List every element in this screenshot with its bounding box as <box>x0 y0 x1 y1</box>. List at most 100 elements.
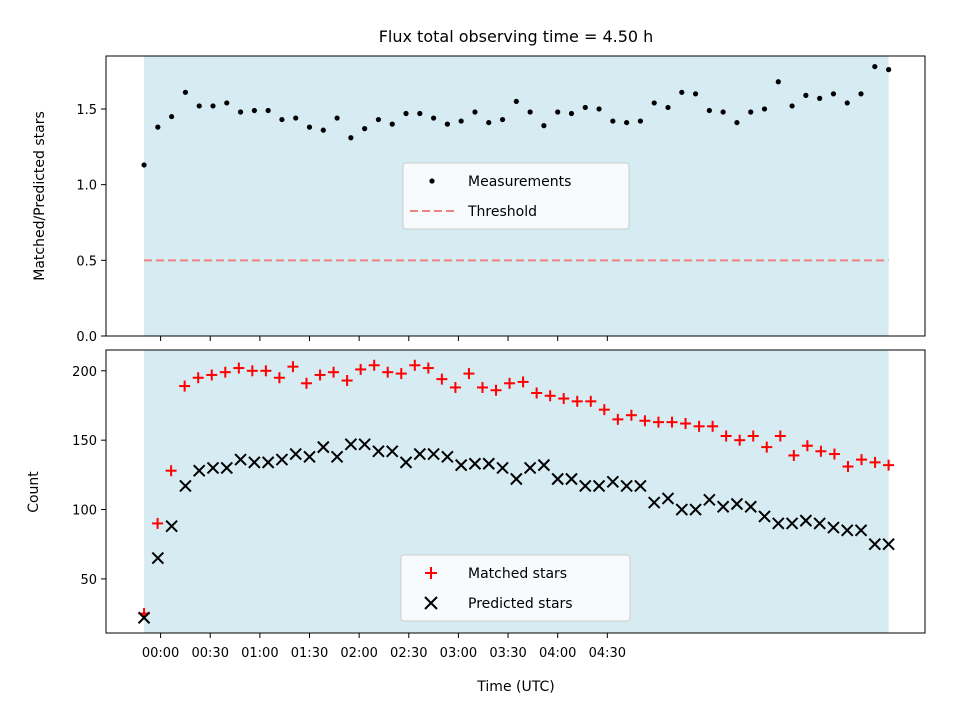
predicted-star-point <box>289 447 302 461</box>
predicted-star-point <box>220 461 233 475</box>
predicted-star-point <box>730 497 744 511</box>
measurement-point <box>555 109 561 115</box>
top-y-tick-label: 0.5 <box>76 254 97 269</box>
bottom-legend-box <box>400 554 631 622</box>
measurement-point <box>279 116 285 123</box>
predicted-star-point <box>716 500 730 513</box>
measurement-point <box>789 103 795 109</box>
predicted-star-point <box>303 450 316 464</box>
top-legend-box <box>402 162 630 230</box>
matched-stars-points <box>138 359 895 620</box>
matched-star-point <box>747 430 759 442</box>
legend-threshold-label: Threshold <box>467 204 537 220</box>
matched-star-point <box>517 376 529 388</box>
measurement-point <box>679 89 685 95</box>
matched-star-point <box>165 465 177 477</box>
x-tick-label: 01:00 <box>241 646 278 661</box>
predicted-star-point <box>620 479 633 493</box>
legend-measurements-label: Measurements <box>468 174 571 190</box>
matched-star-point <box>707 420 719 432</box>
bottom-y-tick-label: 100 <box>72 504 97 519</box>
measurement-point <box>472 109 478 115</box>
measurement-point <box>651 100 657 106</box>
predicted-star-point <box>523 461 537 475</box>
predicted-star-point <box>510 472 523 486</box>
predicted-star-point <box>772 517 785 530</box>
x-tick-label: 03:30 <box>489 646 526 661</box>
measurement-point <box>265 107 271 114</box>
predicted-star-point <box>454 458 468 472</box>
matched-star-point <box>734 434 746 446</box>
top-legend: Measurements Threshold <box>402 162 630 230</box>
measurement-point <box>692 91 699 97</box>
x-tick-label: 03:00 <box>440 646 477 661</box>
measurement-point <box>596 106 602 112</box>
predicted-star-point <box>372 445 385 458</box>
predicted-star-point <box>785 517 799 530</box>
measurement-point <box>458 118 464 124</box>
matched-star-point <box>720 430 732 442</box>
legend-matched-label: Matched stars <box>468 566 567 582</box>
predicted-star-point <box>565 472 578 486</box>
predicted-star-point <box>192 464 206 477</box>
matched-star-point <box>883 459 895 471</box>
measurement-point <box>486 119 492 126</box>
measurement-point <box>637 118 644 124</box>
measurement-point <box>748 109 754 115</box>
measurement-point <box>362 126 368 132</box>
x-tick-label: 00:00 <box>142 646 179 661</box>
matched-star-point <box>260 365 272 377</box>
matched-star-point <box>179 380 191 392</box>
predicted-star-point <box>317 440 330 454</box>
measurement-point <box>320 127 326 133</box>
predicted-star-point <box>634 479 647 493</box>
measurement-point <box>513 98 519 105</box>
matched-star-point <box>368 359 380 371</box>
predicted-star-point <box>330 450 344 464</box>
predicted-star-point <box>661 492 675 505</box>
matched-star-point <box>504 377 516 389</box>
matched-star-point <box>328 366 340 378</box>
predicted-star-point <box>151 551 165 565</box>
x-tick-label: 02:30 <box>390 646 427 661</box>
top-y-axis-label: Matched/Predicted stars <box>32 111 48 281</box>
bottom-plot-frame <box>105 349 926 634</box>
predicted-star-point <box>854 524 868 537</box>
measurement-point <box>872 63 878 70</box>
measurement-point <box>624 119 630 126</box>
predicted-star-point <box>358 438 371 451</box>
matched-star-point <box>625 409 637 421</box>
top-panel: Flux total observing time = 4.50 h 0.00.… <box>32 27 926 345</box>
measurement-point <box>830 91 837 97</box>
matched-star-point <box>490 384 502 396</box>
predicted-star-point <box>647 496 661 509</box>
matched-star-point <box>598 404 610 416</box>
matched-star-point <box>233 362 245 374</box>
measurement-point <box>706 107 712 114</box>
matched-star-point <box>206 369 218 381</box>
matched-star-point <box>666 416 678 428</box>
matched-star-point <box>287 361 299 373</box>
measurement-point <box>858 91 864 97</box>
bottom-y-tick-label: 150 <box>72 434 97 449</box>
measurement-point <box>196 103 202 109</box>
predicted-star-point <box>248 456 261 469</box>
bottom-panel: 50 100 150 200 00:00 00:30 01:00 01:30 02:00 02:… <box>26 349 926 695</box>
matched-star-point <box>585 395 597 407</box>
legend-matched-marker <box>425 567 437 579</box>
matched-star-point <box>273 372 285 384</box>
predicted-star-point <box>537 458 551 472</box>
bottom-x-ticks: 00:00 00:30 01:00 01:30 02:00 02:30 03:00 03:30… <box>142 633 626 661</box>
top-x-ticks <box>160 336 608 341</box>
predicted-star-point <box>441 450 454 464</box>
matched-star-point <box>314 369 326 381</box>
measurement-point <box>155 124 161 130</box>
measurement-point <box>817 95 823 101</box>
predicted-star-point <box>606 475 620 488</box>
predicted-star-point <box>482 457 495 470</box>
matched-star-point <box>436 373 448 385</box>
measurement-point <box>886 67 892 73</box>
predicted-star-point <box>827 521 840 534</box>
matched-star-point <box>531 387 543 399</box>
